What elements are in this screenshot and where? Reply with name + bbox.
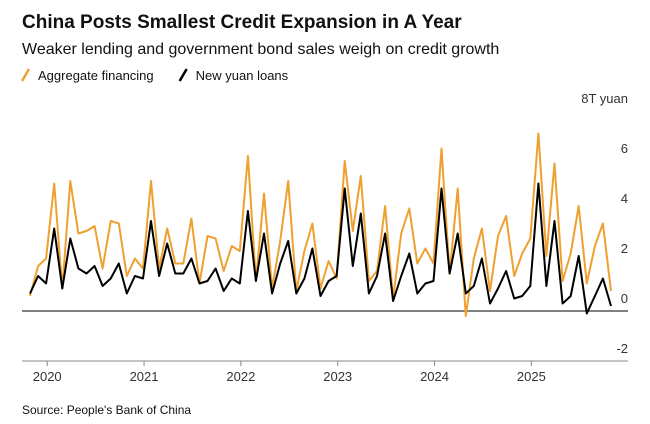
x-tick-label: 2021 <box>130 369 159 384</box>
y-tick-label: 4 <box>621 191 628 206</box>
x-tick-label: 2020 <box>33 369 62 384</box>
x-tick-label: 2025 <box>517 369 546 384</box>
y-tick-label: -2 <box>616 341 628 356</box>
legend-swatch <box>20 68 31 82</box>
y-tick-label: 6 <box>621 141 628 156</box>
x-tick-label: 2023 <box>323 369 352 384</box>
y-tick-label: 2 <box>621 241 628 256</box>
chart-title: China Posts Smallest Credit Expansion in… <box>22 12 462 33</box>
source: Source: People's Bank of China <box>22 403 191 417</box>
y-tick-label: 0 <box>621 291 628 306</box>
chart-subtitle: Weaker lending and government bond sales… <box>22 41 499 58</box>
legend-label: New yuan loans <box>196 68 289 83</box>
y-tick-label: 8T yuan <box>581 91 628 106</box>
legend-label: Aggregate financing <box>38 68 154 83</box>
series-line <box>29 182 612 315</box>
series-line <box>29 132 612 317</box>
legend-swatch <box>178 68 188 82</box>
x-tick-label: 2022 <box>226 369 255 384</box>
x-tick-label: 2024 <box>420 369 449 384</box>
